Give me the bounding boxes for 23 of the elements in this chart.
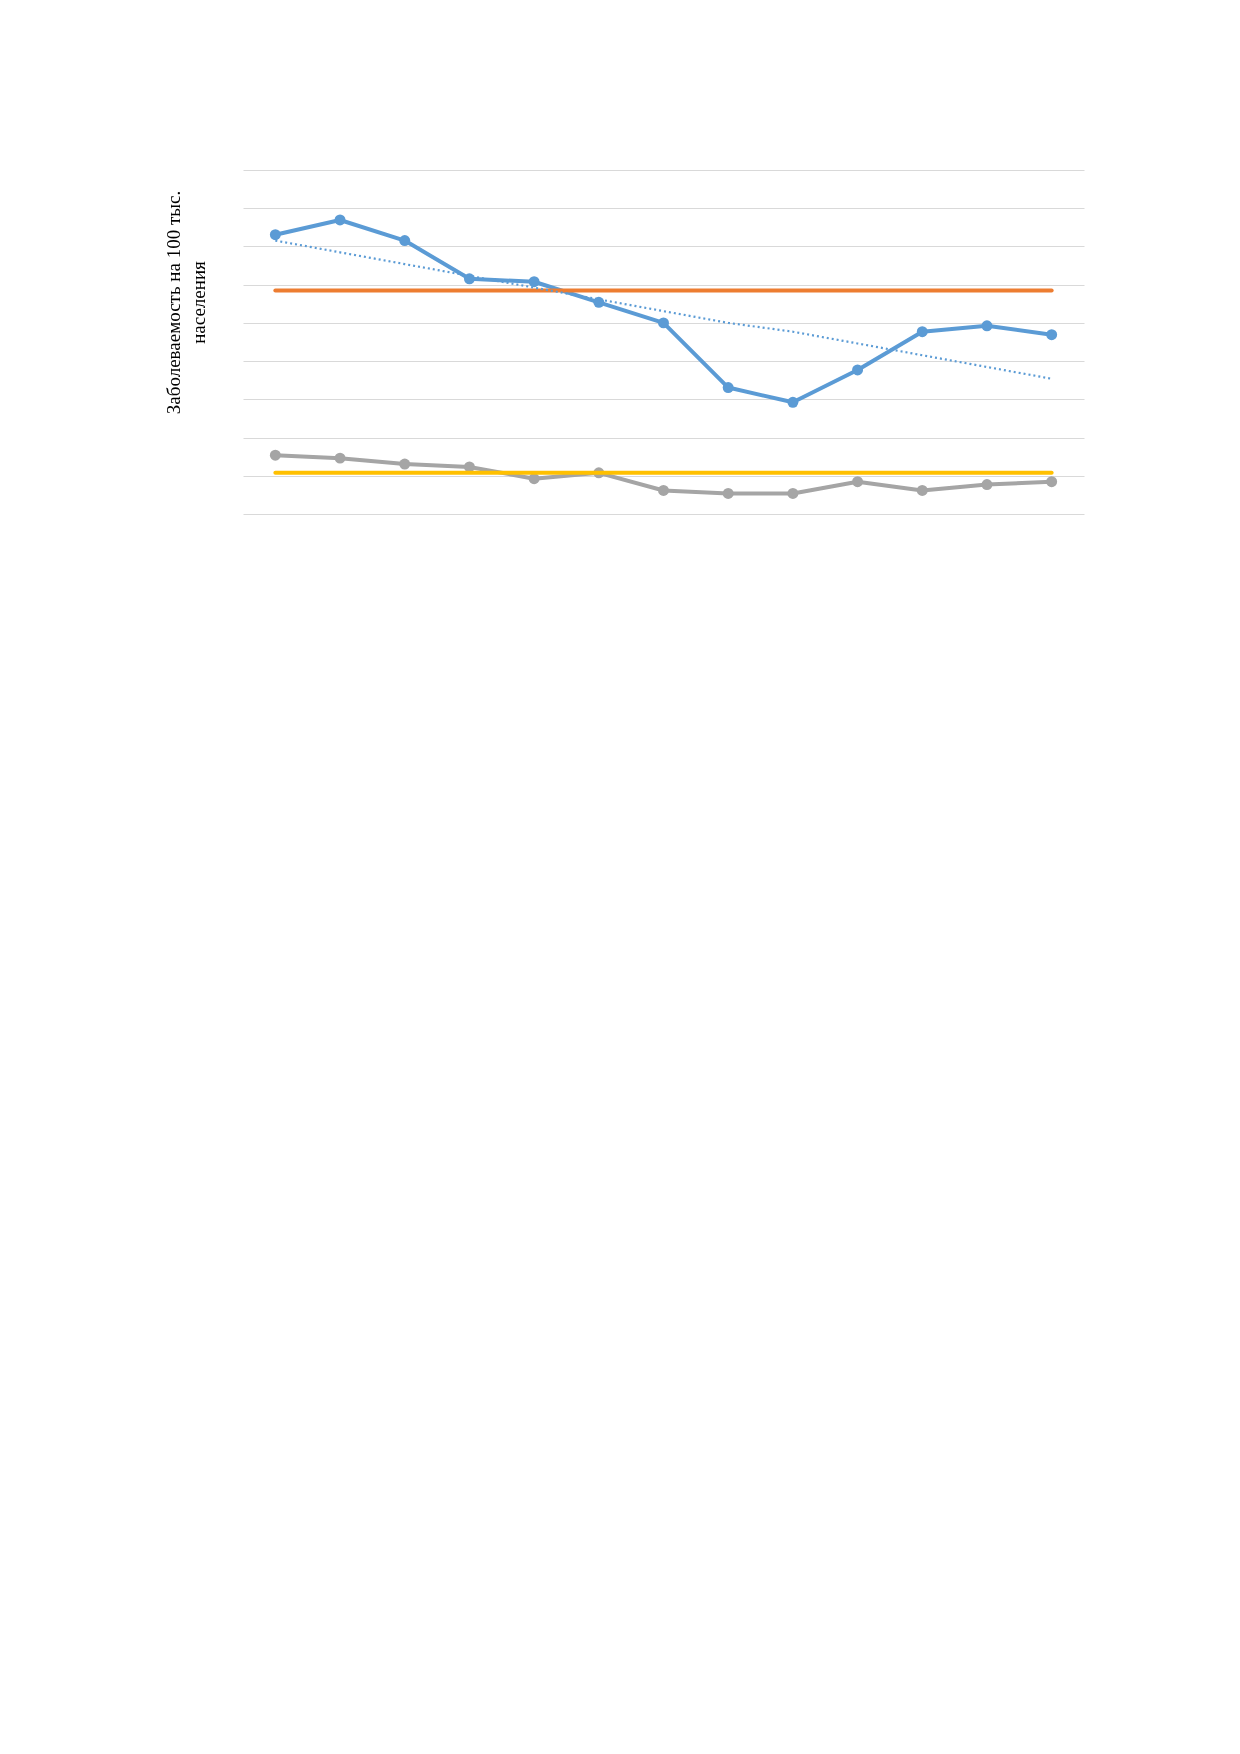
point xyxy=(269,449,281,461)
point xyxy=(334,452,346,464)
point xyxy=(981,320,993,332)
point xyxy=(916,485,928,496)
point xyxy=(528,276,540,288)
y-axis-title: Заболеваемость на 100 тыс. населения xyxy=(162,190,209,415)
point xyxy=(787,396,799,408)
point xyxy=(593,296,605,308)
point xyxy=(981,479,993,491)
point xyxy=(852,476,864,488)
point xyxy=(787,487,799,499)
point xyxy=(658,317,669,329)
point xyxy=(269,229,281,241)
point xyxy=(722,487,734,499)
point xyxy=(334,214,346,226)
point xyxy=(1046,476,1058,488)
point xyxy=(1046,329,1058,341)
point xyxy=(852,364,864,376)
point xyxy=(399,458,411,470)
point xyxy=(399,235,411,247)
point xyxy=(722,382,734,394)
point xyxy=(658,485,669,496)
point xyxy=(916,326,928,338)
